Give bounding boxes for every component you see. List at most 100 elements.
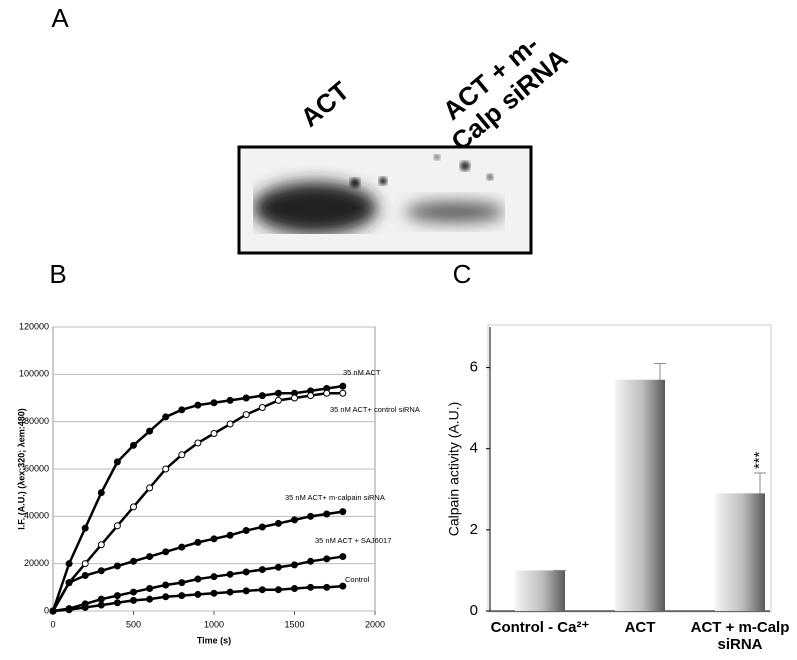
- x-tick-label: 2000: [365, 619, 385, 629]
- data-point: [194, 575, 202, 583]
- data-point: [258, 586, 266, 594]
- data-point: [194, 439, 202, 447]
- data-point: [65, 560, 73, 568]
- y-tick-label: 40000: [24, 511, 49, 521]
- data-point: [65, 579, 73, 587]
- data-point: [226, 420, 234, 428]
- data-point: [210, 573, 218, 581]
- data-point: [242, 411, 250, 419]
- data-point: [113, 522, 121, 530]
- data-point: [81, 560, 89, 568]
- data-point: [113, 599, 121, 607]
- data-point: [81, 603, 89, 611]
- data-point: [97, 567, 105, 575]
- series-label: Control: [345, 575, 370, 584]
- data-point: [81, 572, 89, 579]
- x-tick-label: 1000: [204, 619, 224, 629]
- error-bar: [654, 363, 666, 380]
- data-point: [130, 503, 137, 511]
- data-point: [258, 566, 266, 574]
- data-point: [130, 441, 137, 449]
- bar: [715, 493, 765, 611]
- data-point: [130, 588, 137, 596]
- y-tick-label: 0: [470, 602, 478, 619]
- data-point: [130, 596, 137, 604]
- data-point: [113, 458, 121, 466]
- x-tick-label: ACT + m-Calp siRNA: [690, 619, 790, 653]
- data-point: [146, 595, 154, 603]
- data-point: [162, 413, 170, 421]
- data-point: [242, 394, 250, 402]
- western-blot: [237, 145, 533, 255]
- data-point: [97, 541, 105, 549]
- series-label: 35 nM ACT+ control siRNA: [330, 405, 420, 414]
- series-line: [52, 555, 343, 613]
- data-point: [339, 508, 347, 516]
- x-tick-label: 0: [50, 619, 55, 629]
- data-point: [146, 484, 154, 492]
- data-point: [291, 585, 298, 593]
- data-point: [307, 557, 315, 565]
- data-point: [339, 553, 347, 561]
- data-point: [323, 389, 331, 397]
- data-point: [274, 586, 282, 594]
- data-point: [226, 531, 234, 539]
- data-point: [226, 396, 234, 404]
- data-point: [178, 543, 186, 551]
- significance-label: ***: [751, 451, 768, 469]
- bar: [615, 379, 665, 611]
- data-point: [210, 589, 218, 597]
- data-point: [274, 396, 282, 404]
- series-line: [52, 584, 343, 613]
- data-point: [307, 392, 315, 400]
- data-point: [226, 588, 234, 596]
- data-point: [339, 582, 347, 590]
- data-point: [274, 519, 282, 527]
- error-bar: [754, 472, 766, 494]
- x-tick-label: ACT: [624, 619, 656, 636]
- data-point: [210, 430, 218, 437]
- plot-frame: [487, 324, 772, 613]
- data-point: [130, 557, 137, 565]
- y-tick-label: 100000: [19, 369, 49, 379]
- series-label: 35 nM ACT + SAJ6017: [315, 536, 391, 545]
- y-tick-label: 20000: [24, 558, 49, 568]
- data-point: [258, 392, 266, 400]
- panel-label: A: [51, 3, 69, 33]
- data-point: [178, 592, 186, 600]
- data-point: [258, 403, 266, 411]
- y-tick-label: 80000: [24, 416, 49, 426]
- data-point: [258, 523, 266, 531]
- y-tick-label: 6: [470, 359, 478, 376]
- series-label: 35 nM ACT: [343, 368, 381, 377]
- data-point: [226, 570, 234, 578]
- data-point: [242, 527, 250, 535]
- data-point: [339, 382, 347, 390]
- data-point: [162, 465, 170, 473]
- data-point: [291, 561, 298, 569]
- data-point: [194, 401, 202, 409]
- data-point: [178, 451, 186, 459]
- bar: [515, 570, 565, 611]
- data-point: [210, 399, 218, 407]
- data-point: [291, 394, 298, 402]
- data-point: [242, 568, 250, 576]
- data-point: [291, 516, 298, 524]
- data-point: [113, 592, 121, 600]
- y-tick-label: 2: [470, 521, 478, 538]
- data-point: [194, 538, 202, 546]
- data-point: [274, 389, 282, 397]
- y-tick-label: 4: [470, 440, 478, 457]
- data-point: [162, 548, 170, 556]
- y-axis-title: Calpain activity (A.U.): [446, 402, 462, 537]
- data-point: [339, 389, 347, 397]
- data-point: [49, 607, 57, 615]
- data-point: [323, 510, 331, 518]
- y-axis-title: I.F. (A.U.) (λex:320; λem:480): [16, 408, 26, 530]
- data-point: [65, 606, 73, 614]
- data-point: [146, 585, 154, 593]
- y-tick-label: 60000: [24, 463, 49, 473]
- data-point: [194, 590, 202, 598]
